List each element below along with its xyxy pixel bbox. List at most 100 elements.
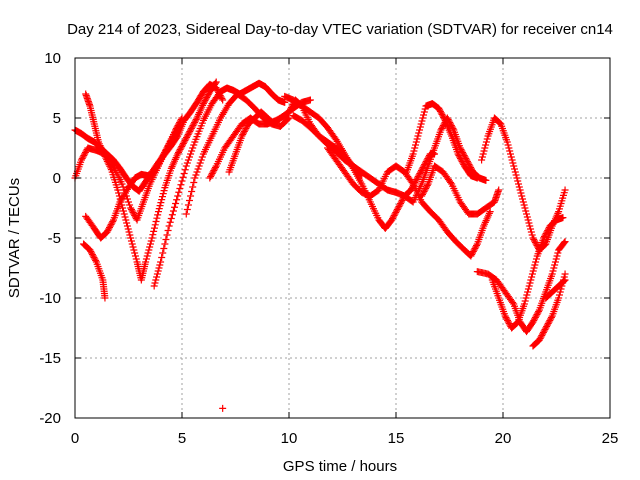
data-point xyxy=(211,79,219,87)
data-point xyxy=(120,186,128,194)
data-point xyxy=(546,317,554,324)
data-point xyxy=(81,149,89,156)
data-point xyxy=(561,238,569,246)
data-point xyxy=(125,198,132,206)
data-point xyxy=(202,95,210,103)
data-point xyxy=(458,147,466,155)
data-point xyxy=(211,164,219,171)
data-point xyxy=(555,294,563,302)
data-point xyxy=(126,231,134,239)
data-point xyxy=(197,156,205,164)
data-point xyxy=(416,123,424,131)
data-point xyxy=(517,189,525,197)
data-point xyxy=(551,261,559,269)
data-point xyxy=(106,224,114,231)
data-point xyxy=(455,152,463,159)
data-point xyxy=(503,315,511,323)
data-point xyxy=(159,249,167,257)
data-point xyxy=(415,129,423,137)
data-point xyxy=(529,318,537,326)
data-point xyxy=(437,109,445,117)
data-point xyxy=(106,222,114,230)
data-point xyxy=(560,239,568,247)
data-point xyxy=(145,246,153,254)
x-tick-label: 20 xyxy=(495,430,512,447)
data-point xyxy=(395,203,403,210)
data-point xyxy=(174,122,182,129)
data-point xyxy=(527,228,535,236)
data-point xyxy=(515,183,523,191)
data-point xyxy=(86,246,94,254)
data-point xyxy=(154,211,162,219)
data-point xyxy=(191,119,199,126)
data-point xyxy=(158,193,166,201)
data-point xyxy=(471,245,479,252)
data-point xyxy=(219,96,227,104)
data-point xyxy=(168,211,176,219)
data-point xyxy=(161,240,169,248)
data-point xyxy=(118,180,126,188)
data-point xyxy=(206,174,214,182)
data-point xyxy=(108,219,116,227)
data-point xyxy=(165,222,173,230)
axis-ticks: 0 5 10 15 20 25 -20 -15 -10 -5 0 5 10 xyxy=(39,50,618,447)
data-point xyxy=(532,312,540,320)
data-point xyxy=(515,180,523,188)
data-point xyxy=(125,228,133,236)
data-point xyxy=(521,204,529,212)
data-point xyxy=(156,261,164,269)
data-point xyxy=(523,291,531,299)
data-point xyxy=(181,137,189,144)
data-point xyxy=(189,183,197,191)
data-point xyxy=(503,138,511,146)
data-point xyxy=(414,132,422,140)
data-point xyxy=(166,218,174,226)
data-point xyxy=(203,92,211,100)
data-point xyxy=(458,158,466,165)
data-point xyxy=(539,330,547,338)
data-point xyxy=(281,98,289,106)
data-point xyxy=(545,318,553,326)
data-point xyxy=(122,192,130,200)
data-point xyxy=(153,273,161,281)
data-point xyxy=(127,237,135,245)
data-point xyxy=(479,150,487,158)
data-point xyxy=(287,104,295,111)
data-point xyxy=(127,206,135,213)
data-point xyxy=(512,320,520,327)
data-point xyxy=(469,249,477,257)
data-point xyxy=(407,186,415,194)
data-point xyxy=(512,171,520,179)
data-point xyxy=(101,294,109,302)
series-track-13 xyxy=(403,100,481,182)
data-point xyxy=(242,125,250,132)
data-point xyxy=(196,159,204,167)
data-point xyxy=(414,173,422,180)
data-point xyxy=(173,123,181,131)
data-point xyxy=(190,179,198,186)
data-point xyxy=(159,190,167,198)
data-point xyxy=(142,258,150,266)
data-point xyxy=(418,117,426,125)
data-point xyxy=(419,164,427,171)
data-point xyxy=(183,132,191,140)
data-point xyxy=(496,119,504,127)
data-point xyxy=(154,267,162,275)
data-point xyxy=(532,240,540,248)
data-point xyxy=(187,192,195,200)
data-point xyxy=(394,204,402,212)
data-point xyxy=(163,231,171,239)
data-point xyxy=(178,143,186,150)
data-point xyxy=(543,323,551,330)
data-point xyxy=(532,258,540,266)
data-point xyxy=(123,219,131,227)
data-point xyxy=(121,189,129,197)
data-point xyxy=(130,210,138,218)
data-point xyxy=(536,335,544,342)
data-point xyxy=(121,213,129,221)
data-point xyxy=(152,218,160,225)
data-point xyxy=(212,78,220,86)
data-point xyxy=(123,195,131,203)
data-point xyxy=(454,150,462,158)
data-point xyxy=(144,249,152,257)
